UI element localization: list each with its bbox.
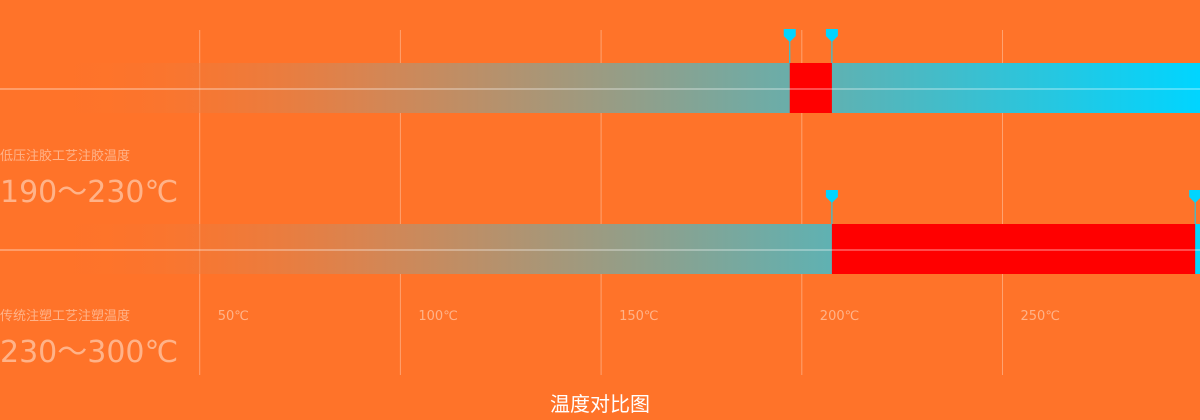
marker-pin [1189,190,1200,203]
marker-pin [825,29,838,42]
series-1-range: 190～230℃ [0,175,179,210]
series-1-name: 低压注胶工艺注胶温度 [0,149,131,164]
x-tick-label: 200℃ [820,309,859,324]
marker-pin [825,190,838,203]
x-tick-label: 50℃ [218,309,249,324]
chart-title: 温度对比图 [550,392,650,416]
x-tick-label: 100℃ [418,309,457,324]
x-tick-label: 250℃ [1021,309,1060,324]
bar-highlight [831,224,1196,274]
series-2-name: 传统注塑工艺注塑温度 [0,309,131,324]
bar-highlight [789,63,832,113]
bar-gradient [0,63,1200,113]
marker-pin [783,29,796,42]
series-2-range: 230～300℃ [0,335,179,370]
x-tick-label: 150℃ [619,309,658,324]
